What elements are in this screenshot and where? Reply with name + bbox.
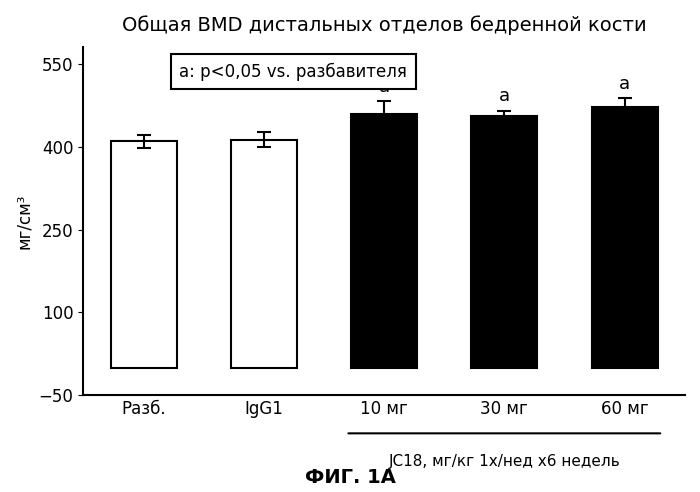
Y-axis label: мг/см³: мг/см³ [15,193,33,249]
Text: ФИГ. 1А: ФИГ. 1А [304,468,395,487]
Bar [351,114,417,368]
Text: JC18, мг/кг 1х/нед х6 недель: JC18, мг/кг 1х/нед х6 недель [389,454,620,469]
Title: Общая BMD дистальных отделов бедренной кости: Общая BMD дистальных отделов бедренной к… [122,15,646,35]
Text: a: a [499,87,510,105]
Bar [111,141,176,368]
Bar [471,116,538,368]
Text: a: p<0,05 vs. разбавителя: a: p<0,05 vs. разбавителя [179,62,407,81]
Bar [231,140,297,368]
Text: a: a [619,75,630,92]
Bar [592,107,657,368]
Text: a: a [379,78,390,96]
